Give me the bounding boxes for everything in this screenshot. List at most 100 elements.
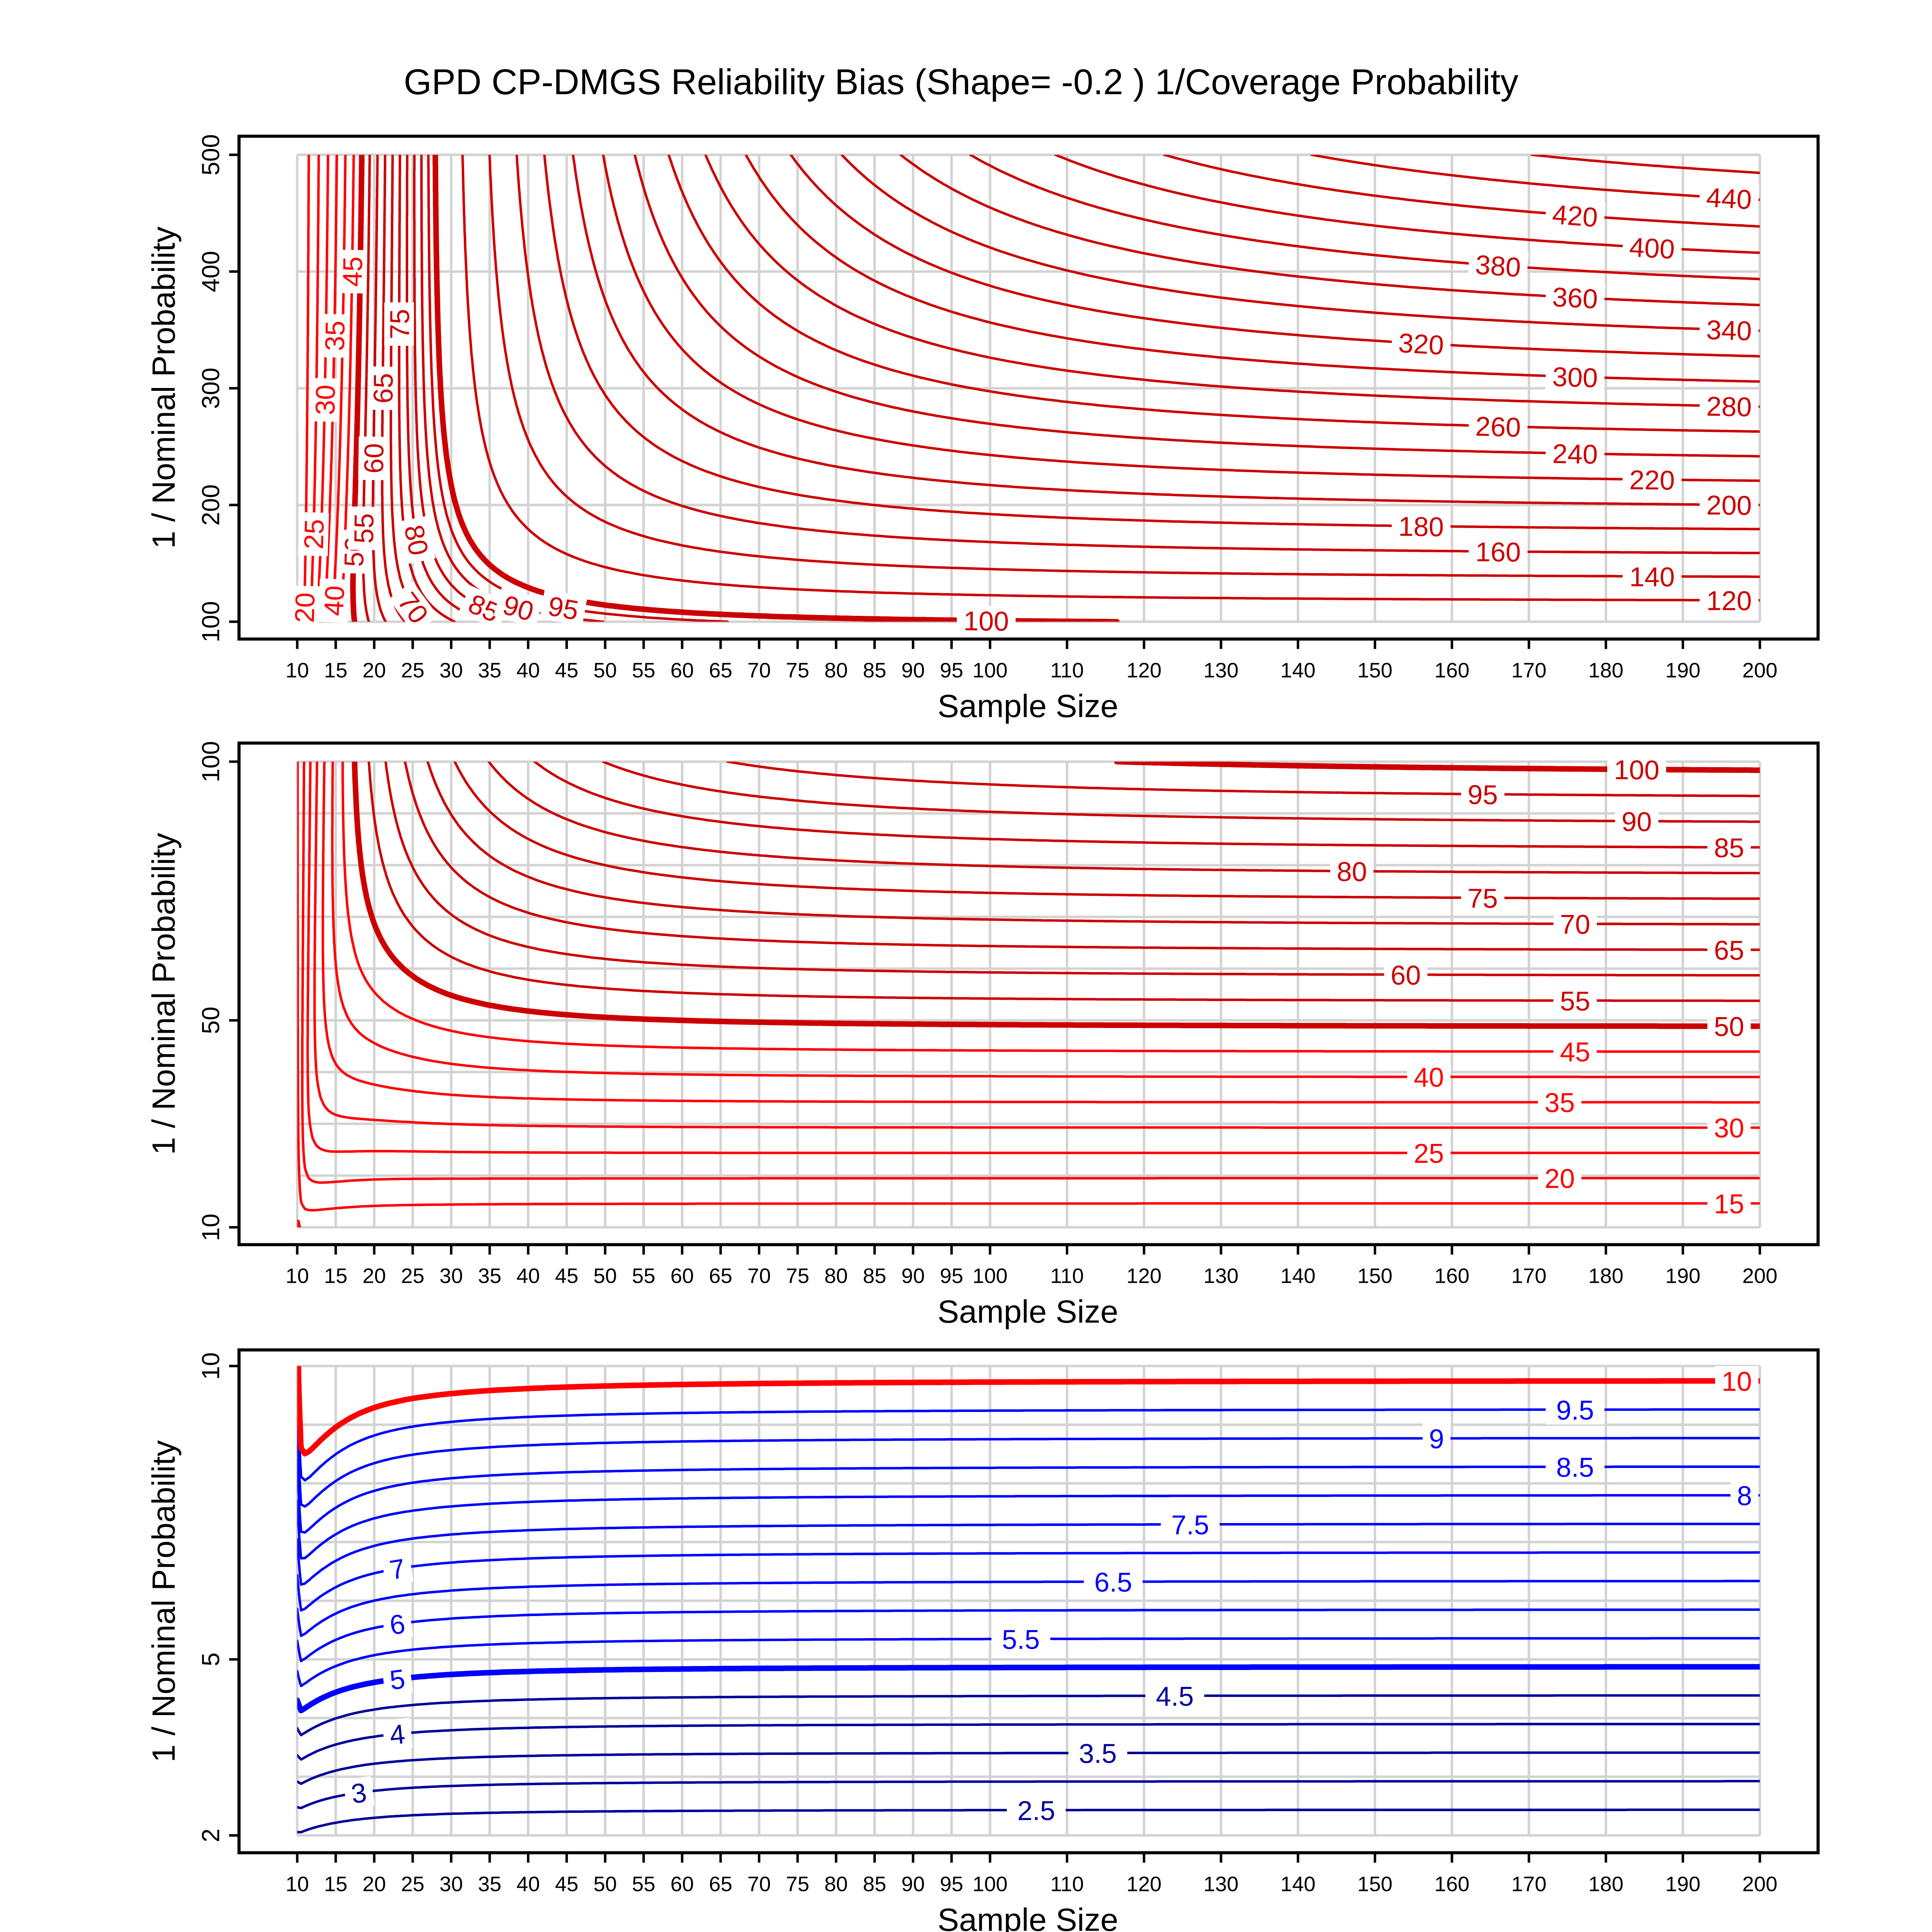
contour-label-background	[358, 436, 389, 481]
contour-label: 85	[1714, 833, 1744, 863]
x-tick-label: 35	[478, 659, 502, 682]
contour-line-40	[331, 762, 1760, 1078]
x-tick-label: 200	[1742, 659, 1777, 682]
contour-label: 95	[1468, 780, 1498, 810]
grid	[296, 1364, 1761, 1837]
contour-label: 60	[359, 443, 390, 474]
contour-label: 120	[1706, 586, 1752, 616]
contour-line-6-5	[297, 1579, 1760, 1637]
contour-label-background	[298, 512, 329, 556]
contour-label-background	[1468, 411, 1528, 442]
contour-label-background	[1553, 1036, 1597, 1067]
contour-label-background	[1622, 231, 1682, 264]
x-tick-label: 150	[1357, 659, 1392, 682]
contour-line-3	[297, 1780, 1760, 1810]
contour-label: 90	[1621, 807, 1652, 837]
x-tick-label: 15	[324, 1265, 347, 1288]
x-tick-label: 110	[1050, 1872, 1084, 1896]
contour-label-background	[493, 587, 544, 628]
contour-label-background	[1622, 561, 1682, 592]
chart-title: GPD CP-DMGS Reliability Bias (Shape= -0.…	[404, 62, 1519, 102]
x-tick-label: 30	[440, 1265, 463, 1288]
x-tick-label: 170	[1511, 659, 1546, 682]
contour-line-180	[543, 155, 1760, 530]
contour-line-5-5	[297, 1637, 1760, 1687]
contour-label-background	[1330, 856, 1374, 886]
contour-label: 300	[1552, 362, 1598, 394]
x-tick-label: 90	[901, 1265, 925, 1288]
contour-label-background	[1622, 464, 1682, 495]
contour-label-background	[1461, 779, 1505, 809]
x-tick-label: 130	[1203, 659, 1238, 682]
contour-label: 7.5	[1171, 1510, 1209, 1540]
x-tick-label: 45	[555, 659, 578, 682]
plot-frame	[237, 741, 1820, 1247]
contour-label: 420	[1551, 200, 1599, 233]
y-tick-label: 200	[197, 484, 225, 526]
x-tick-label: 75	[786, 1265, 809, 1288]
contour-labels: 15 20 25 30 35 40 45 50 55 60 65 70 75 80 85 90 95 100	[1330, 754, 1751, 1219]
contour-label: 260	[1475, 411, 1521, 443]
x-tick-label: 25	[401, 1265, 424, 1288]
x-tick-label: 15	[324, 659, 347, 682]
contour-label: 40	[319, 585, 351, 617]
contour-label-background	[348, 506, 379, 550]
x-tick-label: 170	[1511, 1265, 1546, 1288]
contour-label-background	[1715, 1366, 1759, 1396]
contour-label: 3.5	[1079, 1739, 1117, 1769]
contour-line-200	[572, 155, 1760, 506]
grid	[296, 153, 1761, 623]
contour-label-background	[1068, 1738, 1127, 1768]
contour-label: 4	[388, 1719, 407, 1750]
x-tick-label: 55	[632, 1872, 655, 1896]
contour-label-background	[336, 250, 367, 294]
contour-label: 40	[1414, 1063, 1444, 1093]
panel-2: 15 20 25 30 35 40 45 50 55 60 65 70 75 80 85 90 95 100 10 1…	[146, 741, 1820, 1329]
x-tick-label: 10	[285, 1265, 309, 1288]
contour-line-360	[899, 155, 1760, 306]
contour-label-background	[1160, 1509, 1220, 1540]
contour-label-background	[1707, 832, 1751, 863]
contour-label: 9.5	[1556, 1395, 1594, 1426]
contour-label-background	[1007, 1795, 1066, 1825]
contour-label-background	[1468, 536, 1528, 567]
contour-label: 25	[299, 518, 330, 549]
contour-label: 360	[1552, 282, 1599, 315]
contour-label-background	[1553, 985, 1597, 1016]
contour-label: 160	[1475, 537, 1521, 568]
contour-label: 30	[310, 384, 341, 415]
contour-label: 6.5	[1094, 1567, 1132, 1598]
contour-label: 50	[1714, 1012, 1744, 1042]
contour-label: 5.5	[1002, 1624, 1040, 1655]
contour-label: 8	[1737, 1481, 1752, 1511]
contour-label: 65	[1714, 935, 1744, 966]
contour-label: 320	[1397, 328, 1445, 361]
contour-label: 70	[1560, 910, 1591, 940]
contour-label: 95	[546, 591, 581, 626]
contour-label-background	[1538, 1163, 1581, 1193]
contour-labels: 109.598.587.57 6.56 5.554.543.532.5	[343, 1366, 1759, 1826]
contour-line-4-5	[297, 1694, 1760, 1736]
x-tick-label: 180	[1588, 1872, 1623, 1896]
y-tick-label: 2	[197, 1829, 225, 1842]
contour-label: 25	[1414, 1139, 1444, 1169]
x-tick-label: 65	[709, 1872, 732, 1896]
x-tick-label: 40	[516, 659, 540, 682]
contour-label: 280	[1706, 391, 1752, 422]
contour-line-220	[602, 155, 1760, 482]
x-tick-label: 10	[285, 1872, 309, 1896]
contour-line-7-5	[297, 1523, 1760, 1586]
contour-line-9	[297, 1413, 1760, 1508]
x-tick-label: 55	[632, 1265, 655, 1288]
contour-label: 340	[1706, 315, 1752, 346]
contour-label-background	[289, 586, 320, 630]
y-axis-label: 1 / Nominal Probability	[146, 833, 182, 1155]
x-tick-label: 180	[1588, 659, 1623, 682]
contour-label-background	[343, 1776, 375, 1810]
contour-label: 20	[290, 592, 321, 623]
x-tick-label: 75	[786, 1872, 809, 1896]
contour-line-380	[969, 155, 1760, 281]
contour-label-background	[1545, 361, 1605, 393]
